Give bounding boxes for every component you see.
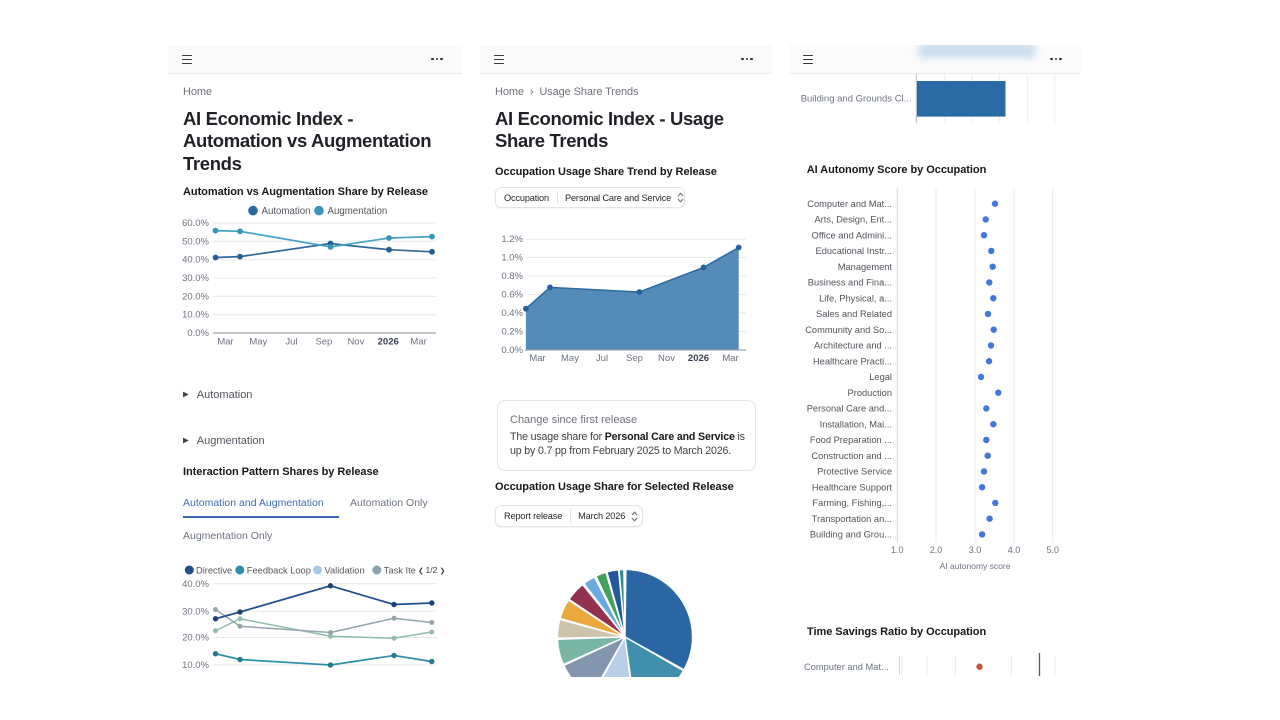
svg-text:2.0: 2.0	[930, 545, 943, 555]
svg-text:Transportation an...: Transportation an...	[812, 514, 892, 524]
svg-text:Food Preparation ...: Food Preparation ...	[810, 435, 892, 445]
svg-text:Mar: Mar	[529, 353, 545, 364]
svg-text:Management: Management	[838, 262, 893, 272]
svg-text:Farming, Fishing,...: Farming, Fishing,...	[812, 498, 892, 508]
svg-text:0.8%: 0.8%	[501, 271, 523, 282]
svg-text:20.0%: 20.0%	[182, 633, 209, 644]
svg-text:40.0%: 40.0%	[182, 255, 209, 266]
svg-text:❯: ❯	[440, 567, 446, 575]
svg-text:Nov: Nov	[658, 353, 675, 364]
svg-text:40.0%: 40.0%	[182, 579, 209, 590]
svg-text:Healthcare Support: Healthcare Support	[812, 482, 893, 492]
svg-text:4.0: 4.0	[1008, 545, 1021, 555]
svg-text:3.0: 3.0	[969, 545, 982, 555]
svg-text:Feedback Loop: Feedback Loop	[247, 565, 311, 575]
svg-text:May: May	[561, 353, 579, 364]
svg-text:5.0: 5.0	[1046, 545, 1059, 555]
svg-text:Community and So...: Community and So...	[805, 325, 892, 335]
svg-text:2026: 2026	[688, 353, 709, 364]
svg-text:Protective Service: Protective Service	[817, 467, 892, 477]
svg-text:Mar: Mar	[410, 337, 426, 348]
svg-text:50.0%: 50.0%	[182, 236, 209, 247]
svg-text:Computer and Mat...: Computer and Mat...	[807, 199, 892, 209]
svg-text:10.0%: 10.0%	[182, 310, 209, 321]
svg-text:1.2%: 1.2%	[501, 234, 523, 245]
svg-text:20.0%: 20.0%	[182, 291, 209, 302]
svg-text:Nov: Nov	[347, 337, 364, 348]
svg-text:Directive: Directive	[196, 565, 232, 575]
svg-text:60.0%: 60.0%	[182, 218, 209, 229]
svg-text:1/2: 1/2	[426, 565, 438, 575]
svg-text:AI autonomy score: AI autonomy score	[940, 561, 1011, 571]
svg-text:Validation: Validation	[325, 565, 365, 575]
svg-text:Life, Physical, a...: Life, Physical, a...	[819, 293, 892, 303]
svg-text:Sep: Sep	[315, 337, 332, 348]
svg-text:Building and Grou...: Building and Grou...	[810, 530, 892, 540]
svg-text:Architecture and ...: Architecture and ...	[814, 341, 892, 351]
svg-text:Office and Admini...: Office and Admini...	[812, 230, 892, 240]
svg-text:0.0%: 0.0%	[501, 345, 523, 356]
svg-text:Building and Grounds Cl...: Building and Grounds Cl...	[801, 94, 912, 105]
svg-text:Sales and Related: Sales and Related	[816, 309, 892, 319]
svg-text:Legal: Legal	[869, 372, 892, 382]
svg-text:Production: Production	[848, 388, 892, 398]
svg-text:Arts, Design, Ent...: Arts, Design, Ent...	[814, 215, 892, 225]
svg-text:Mar: Mar	[217, 337, 233, 348]
svg-text:Jul: Jul	[596, 353, 608, 364]
svg-text:0.4%: 0.4%	[501, 308, 523, 319]
svg-text:1.0%: 1.0%	[501, 253, 523, 264]
svg-text:Healthcare Practi...: Healthcare Practi...	[813, 356, 892, 366]
svg-text:Personal Care and...: Personal Care and...	[807, 404, 892, 414]
svg-text:Business and Fina...: Business and Fina...	[808, 278, 892, 288]
svg-text:Educational Instr...: Educational Instr...	[816, 246, 893, 256]
svg-text:❮: ❮	[418, 567, 424, 575]
svg-text:May: May	[249, 337, 267, 348]
svg-text:0.6%: 0.6%	[501, 290, 523, 301]
svg-text:Jul: Jul	[285, 337, 297, 348]
svg-text:2026: 2026	[378, 337, 399, 348]
svg-text:Augmentation: Augmentation	[328, 206, 388, 217]
svg-text:Mar: Mar	[722, 353, 738, 364]
svg-text:Automation: Automation	[262, 206, 311, 217]
svg-text:0.2%: 0.2%	[501, 327, 523, 338]
svg-text:1.0: 1.0	[891, 545, 904, 555]
svg-text:Task Ite: Task Ite	[384, 565, 416, 575]
svg-text:Installation, Mai...: Installation, Mai...	[820, 419, 892, 429]
svg-text:10.0%: 10.0%	[182, 660, 209, 671]
svg-text:0.0%: 0.0%	[187, 328, 209, 339]
svg-text:30.0%: 30.0%	[182, 607, 209, 618]
svg-text:30.0%: 30.0%	[182, 273, 209, 284]
svg-text:Sep: Sep	[626, 353, 643, 364]
svg-text:Construction and ...: Construction and ...	[811, 451, 892, 461]
svg-text:Computer and Mat...: Computer and Mat...	[804, 662, 889, 672]
